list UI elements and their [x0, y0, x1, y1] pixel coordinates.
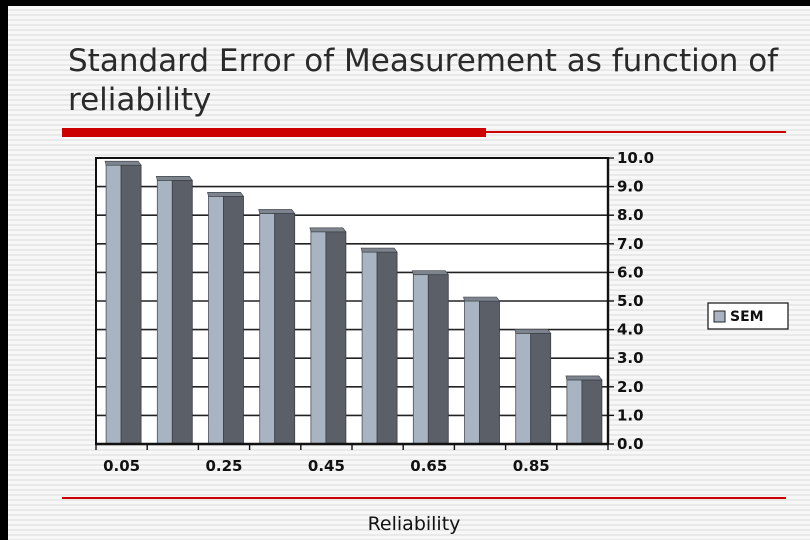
bar-front-face: [581, 379, 603, 445]
x-tick-labels: 0.05 0.25 0.45 0.65 0.85: [103, 457, 550, 475]
bottom-divider: [62, 497, 786, 499]
bars: [104, 160, 603, 445]
bar-top-face: [463, 296, 501, 302]
bar: [514, 329, 552, 445]
bar-side-face: [259, 213, 276, 445]
bar: [207, 192, 245, 445]
title-underline-thin: [486, 131, 786, 133]
legend: SEM: [707, 302, 789, 330]
y-tick-label: 10.0: [617, 149, 654, 167]
bar-side-face: [515, 332, 532, 445]
bar: [463, 296, 501, 445]
y-tick-label: 6.0: [617, 263, 644, 281]
x-tick-label: 0.65: [410, 457, 447, 475]
bar-side-face: [566, 379, 583, 445]
bar-top-face: [207, 192, 245, 197]
bar-top-face: [104, 160, 142, 166]
y-tick-label: 2.0: [617, 378, 644, 396]
y-tick-label: 3.0: [617, 349, 644, 367]
y-tick-label: 7.0: [617, 235, 644, 253]
slide: Standard Error of Measurement as functio…: [8, 6, 810, 540]
bar-side-face: [208, 195, 224, 445]
bar-front-face: [530, 332, 552, 445]
bar-side-face: [361, 251, 378, 445]
bar-front-face: [223, 195, 244, 445]
bar-side-face: [310, 231, 327, 445]
x-tick-label: 0.85: [513, 457, 550, 475]
y-tick-labels: 0.0 1.0 2.0 3.0 4.0 5.0 6.0 7.0 8.0 9.0 10.0: [617, 149, 654, 453]
bar-front-face: [427, 274, 449, 445]
bar: [155, 176, 193, 445]
bar: [104, 160, 142, 445]
bar-side-face: [464, 300, 480, 445]
x-tick-label: 0.05: [103, 457, 140, 475]
x-tick-label: 0.45: [308, 457, 345, 475]
chart: 0.01.02.03.04.05.06.07.08.09.010.0 0.05 0…: [95, 149, 789, 535]
bar-top-face: [155, 176, 193, 181]
bar-side-face: [105, 164, 122, 445]
bar-top-face: [514, 329, 552, 334]
title-underline-thick: [62, 128, 486, 137]
legend-label: SEM: [730, 309, 764, 325]
bar-front-face: [120, 164, 142, 445]
bar: [565, 375, 603, 445]
bar: [360, 247, 398, 445]
bar-front-face: [325, 231, 347, 445]
chart-title: Standard Error of Measurement as functio…: [68, 43, 779, 118]
bar-top-face: [411, 270, 449, 275]
bar-side-face: [412, 274, 429, 445]
bar-front-face: [479, 300, 500, 445]
bar-top-face: [360, 247, 398, 253]
y-tick-label: 1.0: [617, 406, 644, 424]
axes: [95, 157, 614, 450]
bar-front-face: [376, 251, 398, 445]
y-tick-label: 9.0: [617, 178, 644, 196]
bar-top-face: [565, 375, 603, 381]
legend-swatch: [713, 310, 726, 323]
bar-front-face: [274, 213, 296, 445]
bar-side-face: [156, 179, 173, 445]
bar: [309, 227, 347, 445]
bar-top-face: [309, 227, 347, 233]
bar-top-face: [258, 209, 296, 214]
bar: [411, 270, 449, 445]
y-tick-label: 4.0: [617, 321, 644, 339]
y-tick-label: 0.0: [617, 435, 644, 453]
y-tick-label: 8.0: [617, 206, 644, 224]
y-tick-label: 5.0: [617, 292, 644, 310]
x-axis-title: Reliability: [368, 513, 461, 535]
x-tick-label: 0.25: [205, 457, 242, 475]
bar: [258, 209, 296, 445]
bar-front-face: [171, 179, 193, 445]
